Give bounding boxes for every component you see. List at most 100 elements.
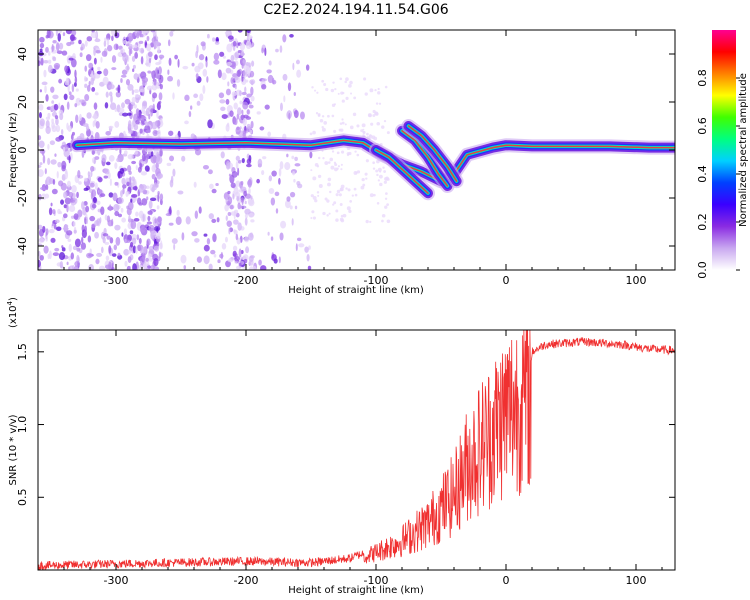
noise-speck <box>45 125 51 135</box>
noise-speck <box>85 125 90 131</box>
noise-speck <box>166 162 172 167</box>
noise-speck <box>352 112 357 117</box>
noise-speck <box>40 57 44 66</box>
noise-speck <box>43 245 49 254</box>
noise-speck <box>125 79 131 86</box>
noise-speck <box>147 265 151 269</box>
noise-speck <box>153 245 160 252</box>
snr-scale-prefix: (x10 <box>8 305 19 328</box>
noise-speck <box>148 246 154 251</box>
noise-speck <box>55 226 62 231</box>
noise-speck <box>68 57 74 61</box>
noise-speck <box>239 100 243 105</box>
noise-speck <box>51 222 54 227</box>
noise-speck <box>146 196 149 201</box>
noise-speck <box>284 162 291 171</box>
noise-speck <box>72 245 78 251</box>
noise-speck <box>95 258 100 265</box>
noise-speck <box>234 51 240 59</box>
noise-speck <box>345 96 349 100</box>
spectrogram-xlabel: Height of straight line (km) <box>288 285 424 296</box>
noise-speck <box>87 235 92 243</box>
noise-speck <box>63 191 68 199</box>
noise-speck <box>158 251 162 259</box>
noise-speck <box>319 119 324 123</box>
noise-speck <box>93 57 97 65</box>
noise-speck <box>237 167 240 176</box>
noise-speck <box>378 102 382 105</box>
noise-speck <box>106 33 111 41</box>
noise-speck <box>233 118 238 126</box>
noise-speck <box>168 57 172 66</box>
colorbar: 0.0 0.2 0.4 0.6 0.8 Normalized spectral ampl… <box>696 30 749 279</box>
noise-speck <box>207 119 213 129</box>
noise-speck <box>327 161 331 164</box>
noise-speck <box>39 118 45 127</box>
noise-speck <box>342 213 347 218</box>
noise-speck <box>66 261 69 266</box>
y-tick-label: 1.0 <box>16 416 29 434</box>
noise-speck <box>63 93 68 101</box>
noise-speck <box>215 182 219 187</box>
noise-speck <box>243 190 247 197</box>
noise-speck <box>155 67 159 75</box>
noise-speck <box>240 50 244 57</box>
noise-speck <box>43 69 47 78</box>
noise-speck <box>121 177 126 185</box>
noise-speck <box>93 158 96 165</box>
noise-speck <box>129 241 134 248</box>
noise-speck <box>69 94 75 101</box>
noise-speck <box>83 187 89 191</box>
noise-speck <box>233 102 238 110</box>
noise-speck <box>312 176 317 181</box>
noise-speck <box>70 199 75 203</box>
noise-speck <box>55 124 61 133</box>
noise-speck <box>146 221 152 225</box>
noise-speck <box>147 150 152 157</box>
noise-speck <box>94 156 100 160</box>
noise-speck <box>106 235 111 240</box>
noise-speck <box>386 203 389 206</box>
noise-speck <box>88 80 91 87</box>
noise-speck <box>153 230 157 236</box>
noise-speck <box>291 155 295 160</box>
noise-speck <box>54 153 57 157</box>
noise-speck <box>54 247 60 252</box>
noise-speck <box>121 69 128 75</box>
noise-speck <box>70 58 77 68</box>
noise-speck <box>104 214 108 221</box>
noise-speck <box>221 243 227 250</box>
noise-speck <box>139 85 144 90</box>
noise-speck <box>145 257 149 262</box>
noise-speck <box>237 222 242 231</box>
noise-speck <box>283 95 286 103</box>
noise-speck <box>256 111 261 115</box>
noise-speck <box>378 174 383 179</box>
noise-speck <box>102 233 109 237</box>
snr-frame <box>37 329 676 571</box>
noise-speck <box>232 40 237 47</box>
noise-speck <box>62 146 66 153</box>
x-tick-label: -100 <box>364 274 389 287</box>
noise-speck <box>48 207 53 216</box>
noise-speck <box>312 216 316 220</box>
noise-speck <box>173 243 176 251</box>
noise-speck <box>202 68 208 77</box>
noise-speck <box>294 156 298 162</box>
noise-speck <box>139 47 145 54</box>
noise-speck <box>245 246 250 254</box>
noise-speck <box>377 87 380 91</box>
noise-speck <box>127 83 134 91</box>
noise-speck <box>228 173 231 177</box>
noise-speck <box>125 239 131 244</box>
noise-speck <box>220 151 225 159</box>
noise-speck <box>97 66 101 71</box>
noise-speck <box>38 193 42 201</box>
noise-speck <box>236 69 241 78</box>
noise-speck <box>121 102 125 109</box>
noise-speck <box>84 75 87 82</box>
noise-speck <box>245 79 249 83</box>
noise-speck <box>202 85 206 94</box>
noise-speck <box>99 193 106 198</box>
y-tick-label: 0.5 <box>16 489 29 507</box>
